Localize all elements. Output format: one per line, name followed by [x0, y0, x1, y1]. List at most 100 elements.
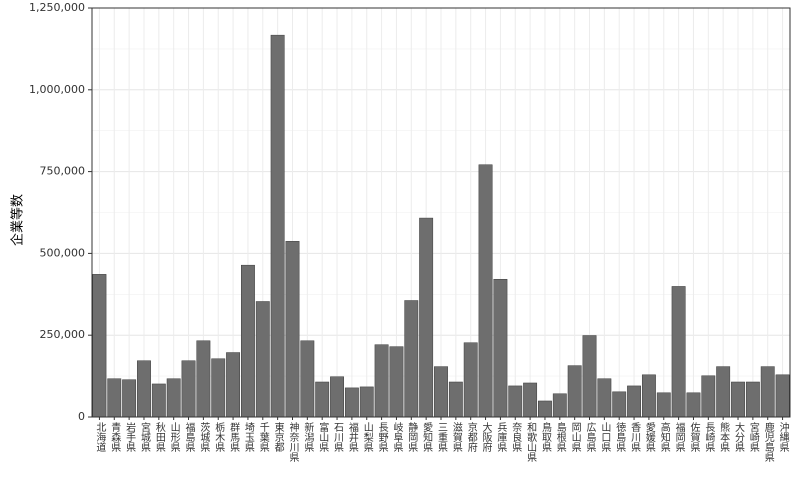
- bar: [359, 386, 374, 418]
- y-tick-label: 250,000: [40, 328, 86, 341]
- bar: [745, 381, 760, 418]
- bar: [716, 366, 731, 418]
- x-tick-label: 宮城県: [138, 421, 150, 453]
- x-tick-label: 熊本県: [718, 421, 730, 453]
- y-tick-label: 0: [78, 410, 85, 423]
- x-tick-label: 東京都: [272, 421, 284, 453]
- bar: [731, 381, 745, 418]
- y-axis-title: 企業等数: [10, 194, 26, 246]
- x-tick-label: 愛媛県: [643, 421, 655, 453]
- bar: [701, 375, 716, 418]
- bar: [315, 381, 330, 418]
- x-tick-label: 滋賀県: [450, 421, 462, 453]
- x-tick-label: 和歌山県: [525, 422, 537, 463]
- x-tick-label: 山口県: [599, 422, 611, 453]
- x-tick-label: 長野県: [376, 422, 388, 453]
- bar: [255, 301, 270, 418]
- bar: [597, 378, 612, 418]
- x-tick-label: 群馬県: [228, 421, 240, 453]
- bar: [374, 344, 389, 418]
- bar: [671, 286, 686, 418]
- bar: [419, 217, 434, 418]
- x-tick-label: 香川県: [629, 422, 641, 453]
- bar: [270, 34, 285, 418]
- bar: [300, 340, 315, 418]
- x-tick-label: 大分県: [733, 421, 745, 453]
- bar: [107, 378, 122, 418]
- x-tick-label: 富山県: [317, 421, 329, 453]
- bar: [122, 379, 137, 418]
- bar: [463, 342, 478, 418]
- y-tick-label: 750,000: [40, 165, 86, 178]
- x-tick-label: 神奈川県: [287, 421, 299, 463]
- y-tick-label: 500,000: [40, 246, 86, 259]
- bar: [552, 393, 567, 418]
- x-tick-label: 奈良県: [510, 421, 522, 453]
- x-tick-label: 宮崎県: [747, 421, 759, 453]
- x-tick-label: 秋田県: [153, 421, 165, 453]
- bar: [448, 381, 463, 418]
- bar: [478, 164, 493, 418]
- x-tick-label: 長崎県: [703, 422, 715, 453]
- x-tick-label: 北海道: [94, 422, 106, 452]
- x-tick-label: 青森県: [109, 421, 121, 453]
- x-tick-label: 山形県: [168, 422, 180, 453]
- x-tick-label: 京都府: [465, 421, 477, 453]
- bar: [760, 366, 775, 418]
- y-tick-label: 1,250,000: [29, 1, 85, 14]
- x-tick-label: 福島県: [183, 421, 195, 453]
- bar: [404, 300, 419, 418]
- bar: [493, 278, 508, 418]
- bar: [523, 382, 538, 418]
- bar: [434, 366, 448, 418]
- bar: [137, 360, 151, 418]
- bar: [538, 400, 552, 418]
- x-tick-label: 福岡県: [673, 421, 685, 453]
- x-tick-label: 徳島県: [614, 421, 626, 453]
- x-tick-label: 高知県: [658, 421, 670, 453]
- bar: [686, 392, 701, 418]
- bar: [641, 374, 656, 418]
- bar: [181, 360, 196, 418]
- x-tick-label: 愛知県: [421, 421, 433, 453]
- bar: [330, 376, 344, 418]
- bar: [166, 378, 181, 418]
- x-tick-label: 沖縄県: [777, 421, 789, 453]
- bar: [775, 374, 790, 418]
- bar: [389, 346, 404, 418]
- x-tick-label: 島根県: [554, 421, 566, 453]
- x-tick-label: 鳥取県: [539, 421, 551, 453]
- x-tick-label: 鹿児島県: [762, 421, 774, 463]
- x-tick-label: 三重県: [436, 422, 448, 453]
- x-tick-label: 新潟県: [302, 421, 314, 453]
- x-tick-label: 茨城県: [198, 421, 210, 453]
- bar: [582, 335, 597, 418]
- y-tick-label: 1,000,000: [29, 83, 85, 96]
- bar: [92, 274, 107, 418]
- x-tick-label: 山梨県: [361, 422, 373, 453]
- x-tick-label: 岐阜県: [391, 421, 403, 453]
- bar: [656, 392, 671, 418]
- x-tick-label: 福井県: [346, 421, 358, 453]
- bar: [196, 340, 211, 418]
- bar: [211, 358, 226, 418]
- x-tick-label: 岡山県: [569, 422, 581, 453]
- x-tick-label: 静岡県: [406, 421, 418, 453]
- x-tick-label: 大阪府: [480, 421, 492, 453]
- x-tick-label: 広島県: [584, 421, 596, 453]
- bar: [627, 385, 641, 418]
- x-tick-label: 兵庫県: [495, 421, 507, 453]
- bar: [285, 241, 300, 418]
- x-tick-label: 佐賀県: [688, 422, 700, 453]
- x-tick-label: 栃木県: [213, 421, 225, 453]
- bar: [567, 365, 582, 418]
- bar: [508, 385, 523, 418]
- bar: [241, 264, 255, 418]
- x-tick-label: 千葉県: [257, 422, 269, 453]
- bar: [344, 387, 359, 418]
- x-tick-label: 石川県: [332, 422, 344, 453]
- bar: [151, 383, 166, 418]
- bar: [226, 352, 241, 418]
